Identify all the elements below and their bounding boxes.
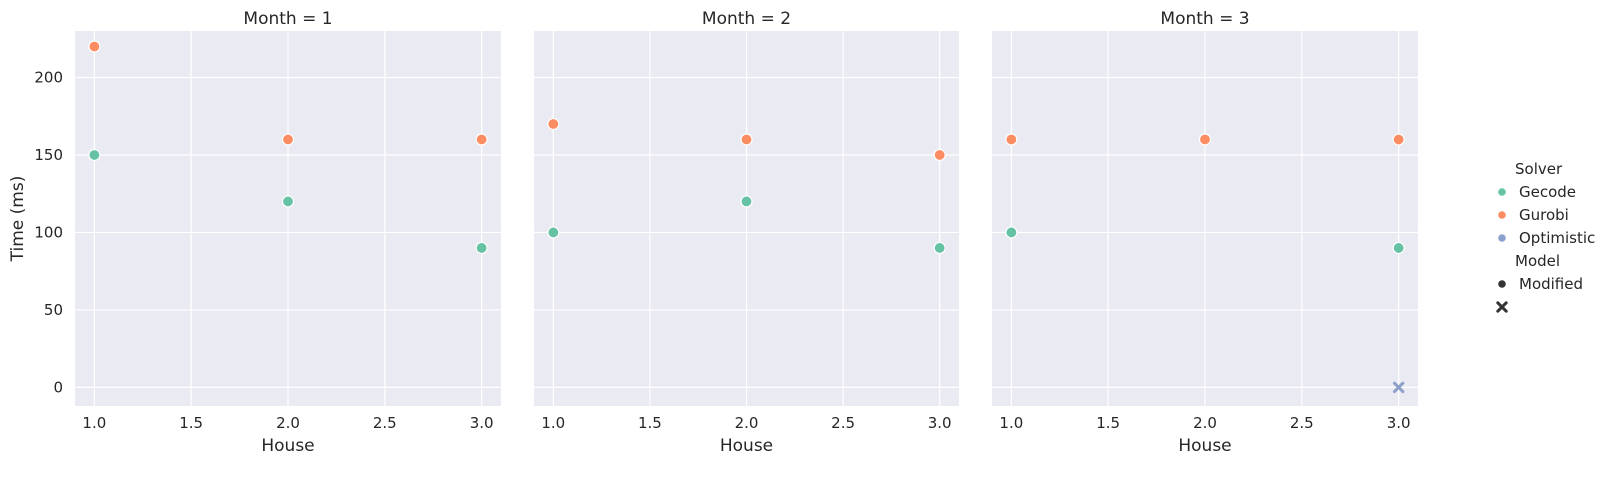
- legend-title-model: Model: [1515, 252, 1560, 270]
- panel-title: Month = 3: [1160, 9, 1249, 29]
- x-tick-label: 2.0: [1193, 414, 1217, 432]
- legend-label-gecode: Gecode: [1519, 183, 1576, 201]
- y-tick-label: 150: [34, 146, 63, 164]
- data-point-gurobi: [281, 133, 295, 146]
- legend-marker-x: [1496, 301, 1508, 313]
- x-axis-label: House: [720, 436, 773, 456]
- x-tick-label: 1.5: [638, 414, 662, 432]
- legend-label-optimistic: Optimistic: [1519, 229, 1595, 247]
- x-tick-label: 2.0: [735, 414, 759, 432]
- data-point-gecode: [1005, 226, 1018, 239]
- data-point-gurobi: [547, 117, 560, 131]
- data-point-gecode: [933, 241, 946, 255]
- legend-marker-optimistic: [1497, 233, 1507, 243]
- data-point-gecode: [1392, 241, 1405, 255]
- y-tick-label: 200: [34, 68, 63, 86]
- data-point-gurobi: [88, 40, 101, 53]
- legend-marker-gecode: [1497, 187, 1507, 197]
- y-tick-label: 0: [53, 378, 63, 396]
- x-tick-label: 1.5: [179, 414, 203, 432]
- x-tick-label: 3.0: [928, 414, 952, 432]
- y-axis-label: Time (ms): [8, 176, 28, 263]
- legend-label-gurobi: Gurobi: [1519, 206, 1569, 224]
- x-tick-label: 1.0: [999, 414, 1023, 432]
- legend-title-solver: Solver: [1515, 160, 1563, 178]
- data-point-gecode: [547, 226, 560, 239]
- x-axis-label: House: [261, 436, 314, 456]
- x-tick-label: 2.5: [373, 414, 397, 432]
- data-point-gecode: [281, 195, 295, 208]
- data-point-optimistic: [1392, 381, 1405, 394]
- x-tick-label: 2.5: [831, 414, 855, 432]
- x-tick-label: 3.0: [470, 414, 494, 432]
- data-point-gurobi: [1392, 133, 1405, 146]
- data-point-gurobi: [475, 133, 488, 146]
- x-tick-label: 1.5: [1096, 414, 1120, 432]
- x-tick-label: 3.0: [1387, 414, 1411, 432]
- legend-label-model-0: Modified: [1519, 275, 1583, 293]
- data-point-gurobi: [933, 148, 946, 162]
- legend-marker-gurobi: [1497, 210, 1507, 220]
- y-tick-label: 50: [44, 301, 63, 319]
- y-tick-label: 100: [34, 223, 63, 241]
- panel-title: Month = 1: [243, 9, 332, 29]
- x-tick-label: 1.0: [541, 414, 565, 432]
- data-point-gecode: [740, 195, 753, 208]
- x-tick-label: 1.0: [82, 414, 106, 432]
- data-point-gurobi: [1005, 133, 1018, 146]
- panel-title: Month = 2: [702, 9, 791, 29]
- data-point-gurobi: [1198, 133, 1212, 146]
- data-point-gecode: [475, 241, 488, 255]
- data-point-gecode: [88, 148, 101, 162]
- x-axis-label: House: [1178, 436, 1231, 456]
- data-point-gurobi: [740, 133, 753, 146]
- x-tick-label: 2.5: [1290, 414, 1314, 432]
- x-tick-label: 2.0: [276, 414, 300, 432]
- legend-marker-circle: [1497, 279, 1507, 289]
